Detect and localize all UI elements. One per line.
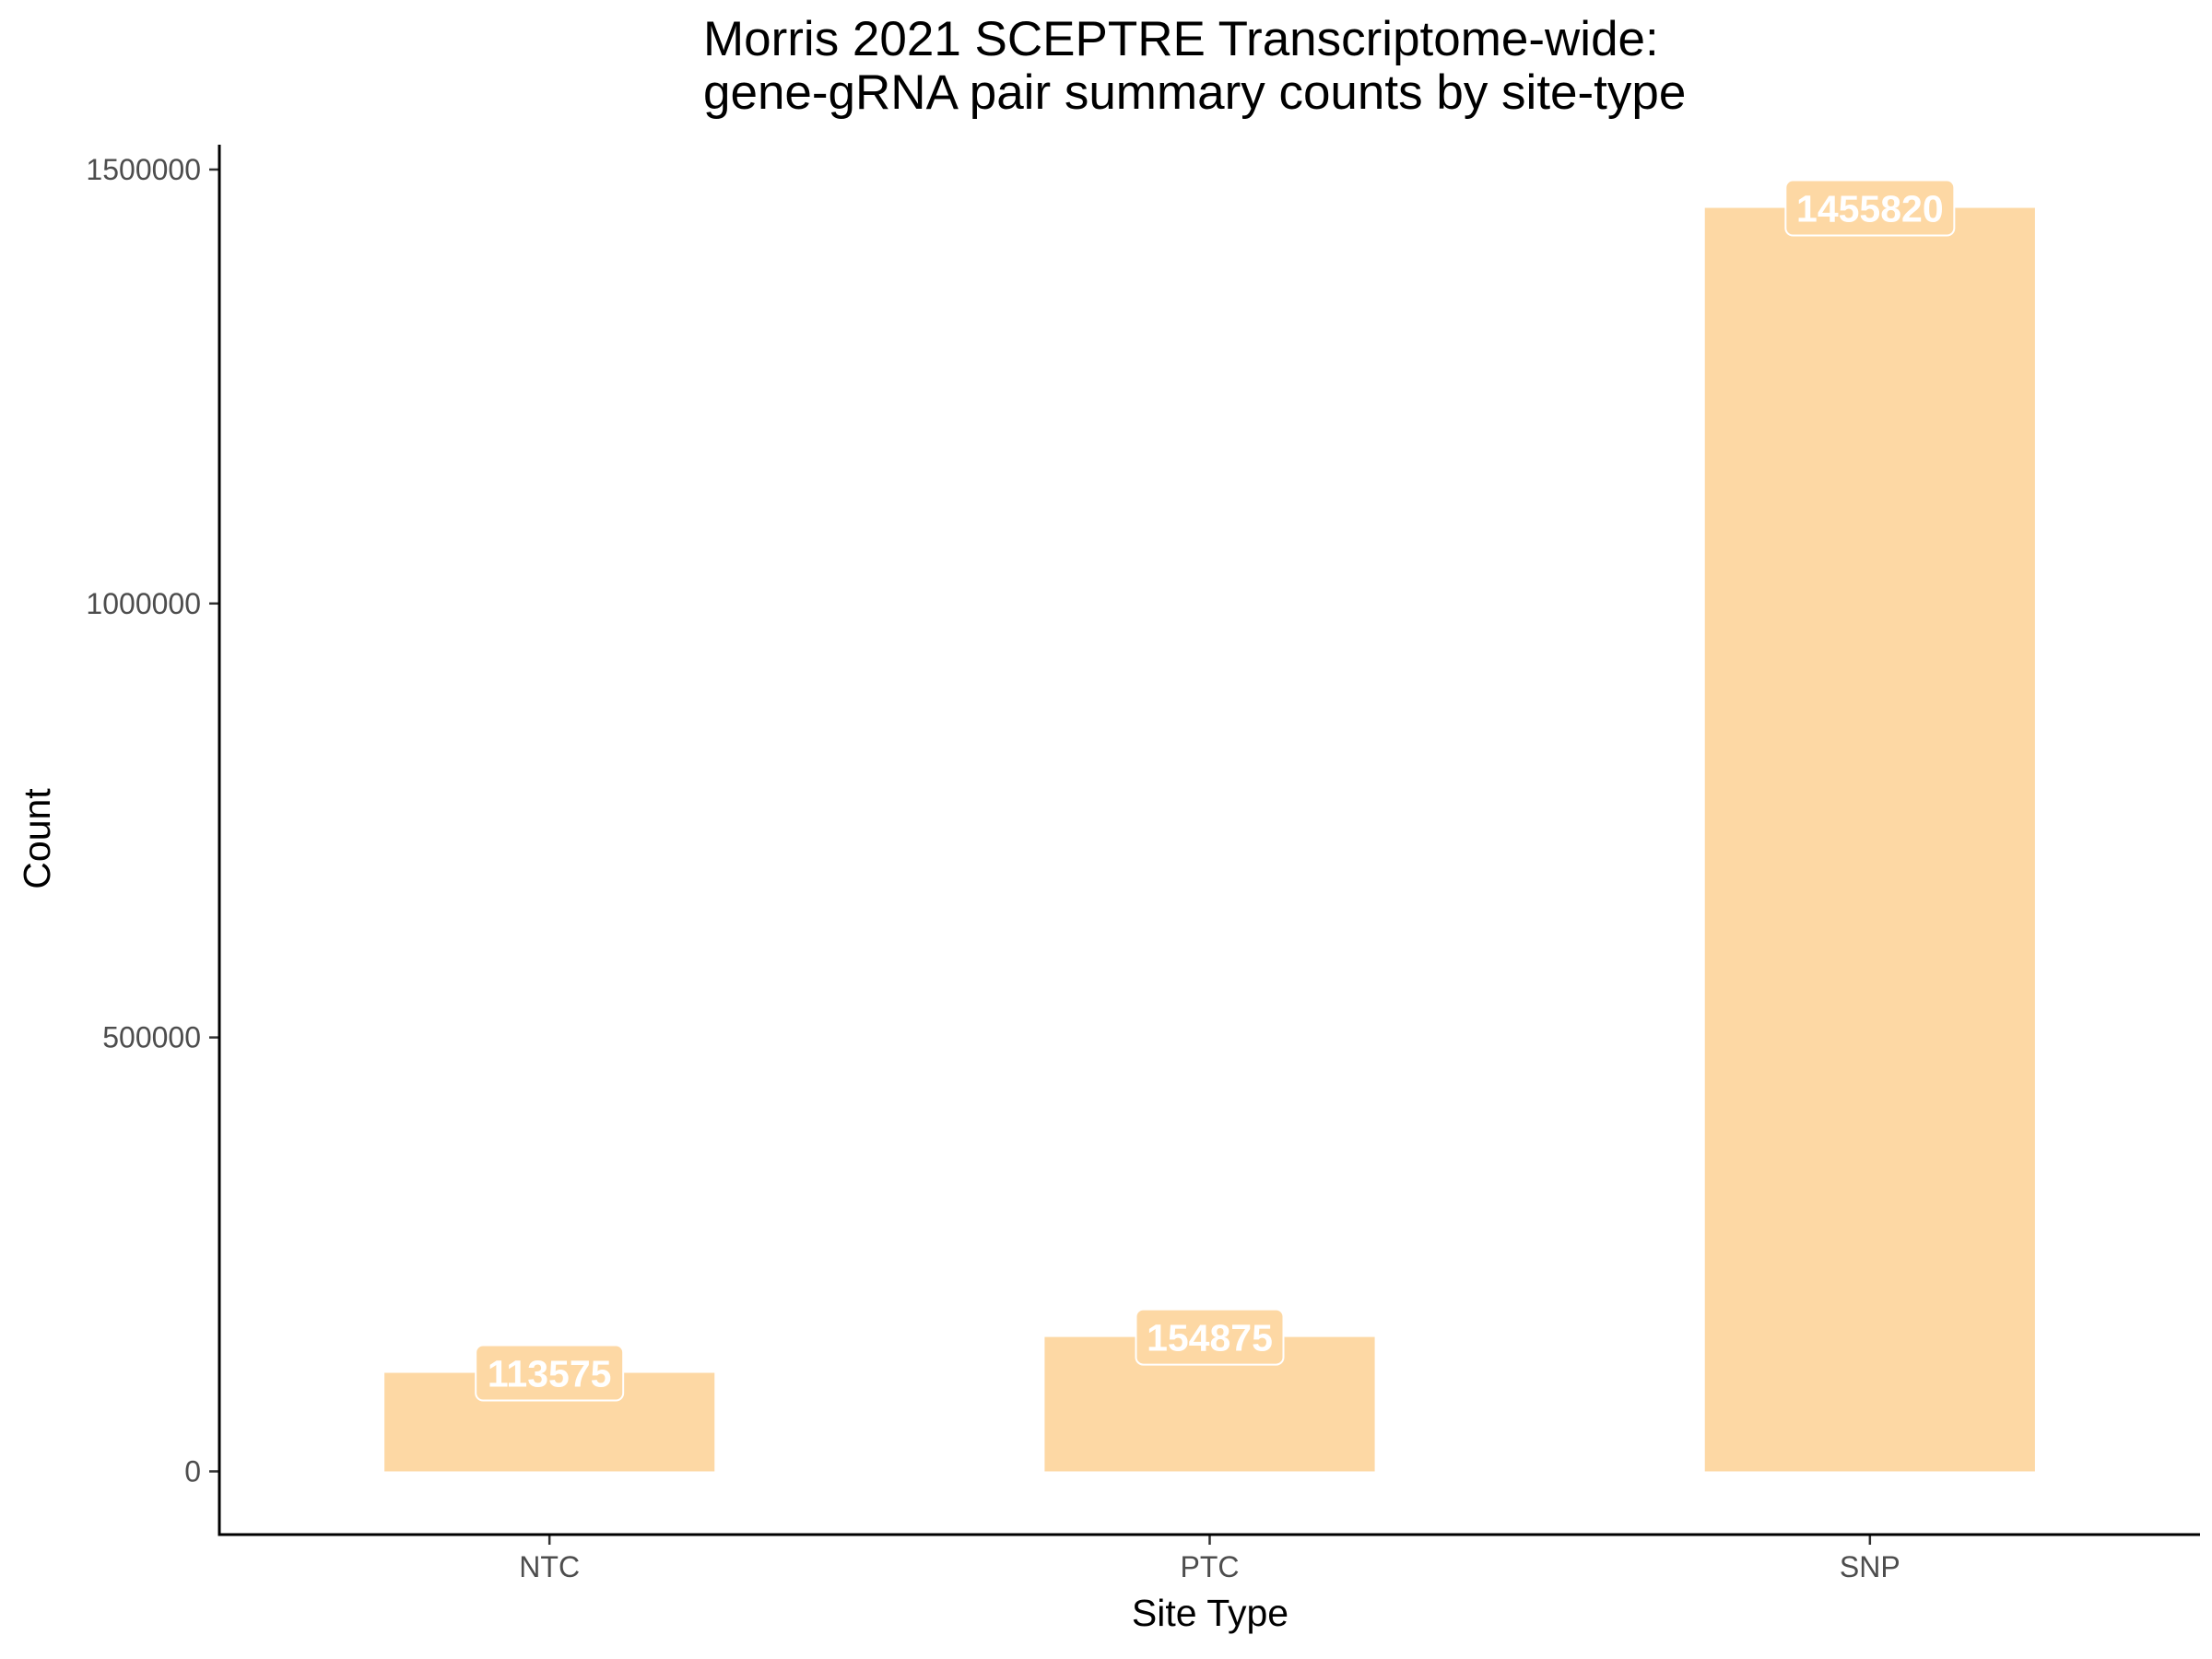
y-tick-label: 500000 <box>102 1021 201 1054</box>
x-axis-title: Site Type <box>1132 1592 1288 1634</box>
x-tick-label-ntc: NTC <box>519 1550 580 1583</box>
value-label-box <box>475 1344 625 1402</box>
value-labels-group: 113575 154875 1455820 <box>475 179 1956 1402</box>
y-axis-ticks: 0 500000 1000000 1500000 <box>86 153 219 1488</box>
value-label-snp: 1455820 <box>1796 188 1944 230</box>
chart-title-line-2: gene-gRNA pair summary counts by site-ty… <box>703 65 1686 120</box>
value-label-ntc: 113575 <box>488 1353 612 1395</box>
x-tick-label-snp: SNP <box>1840 1550 1900 1583</box>
y-tick-label: 1000000 <box>86 587 201 620</box>
y-tick-label: 0 <box>184 1454 201 1488</box>
y-tick-label: 1500000 <box>86 153 201 186</box>
x-axis-ticks: NTC PTC SNP <box>519 1535 1900 1583</box>
x-tick-label-ptc: PTC <box>1181 1550 1240 1583</box>
bars-group <box>384 207 2035 1472</box>
value-label-box <box>1784 179 1956 237</box>
bar-snp <box>1704 207 2035 1472</box>
chart-title-line-1: Morris 2021 SCEPTRE Transcriptome-wide: <box>703 12 1659 66</box>
y-axis-title: Count <box>16 788 58 889</box>
value-label-box <box>1135 1308 1285 1366</box>
value-label-ptc: 154875 <box>1147 1317 1273 1359</box>
